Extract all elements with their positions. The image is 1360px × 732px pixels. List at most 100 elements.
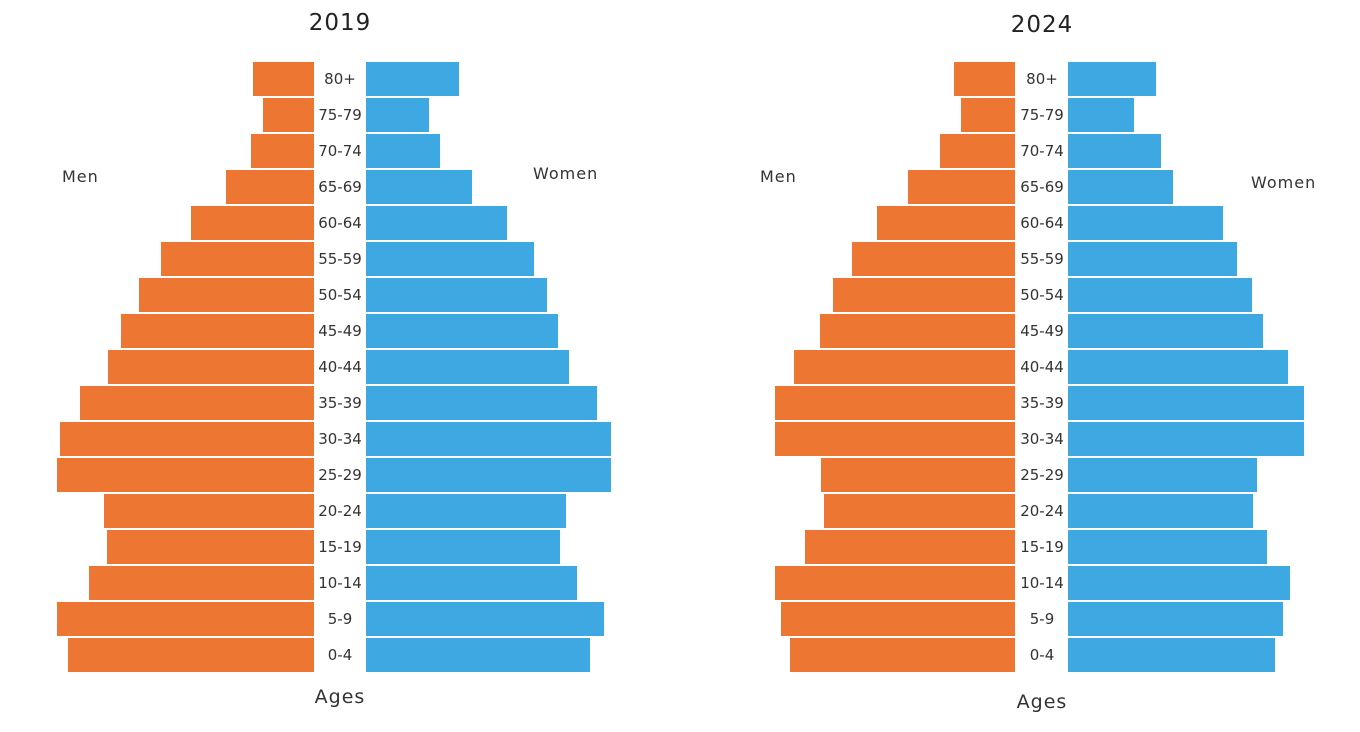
women-bar [366, 350, 569, 384]
age-tick-label: 15-19 [1020, 538, 1064, 556]
women-bar [1068, 62, 1156, 96]
women-bar [366, 494, 566, 528]
women-bar [1068, 530, 1267, 564]
age-tick-label: 65-69 [1020, 178, 1064, 196]
age-tick-label: 80+ [1026, 70, 1058, 88]
women-bar [1068, 458, 1257, 492]
men-bar [824, 494, 1015, 528]
men-bar [190, 206, 314, 240]
women-bar [366, 278, 547, 312]
women-bar [366, 422, 611, 456]
ages-axis-label: Ages [314, 686, 366, 708]
women-bar [1068, 386, 1304, 420]
women-bar [366, 242, 535, 276]
age-tick-label: 0-4 [327, 646, 353, 664]
men-bar [60, 422, 314, 456]
women-bar [366, 206, 507, 240]
women-bar [366, 386, 597, 420]
women-bar [1068, 350, 1289, 384]
women-bar [1068, 494, 1253, 528]
women-bar [1068, 314, 1263, 348]
age-tick-label: 70-74 [1020, 142, 1064, 160]
age-tick-label: 45-49 [318, 322, 362, 340]
women-bar [1068, 602, 1284, 636]
age-tick-label: 5-9 [1029, 610, 1055, 628]
men-bar [953, 62, 1015, 96]
men-bar [775, 566, 1015, 600]
women-bar [1068, 566, 1291, 600]
chart-title: 2019 [308, 10, 372, 36]
men-bar [775, 422, 1015, 456]
chart-title: 2024 [1010, 12, 1074, 38]
men-bar [263, 98, 314, 132]
age-tick-label: 75-79 [1020, 106, 1064, 124]
age-tick-label: 0-4 [1029, 646, 1055, 664]
women-bar [366, 602, 604, 636]
men-label: Men [62, 167, 99, 186]
women-bar [1068, 98, 1135, 132]
women-bar [1068, 170, 1174, 204]
women-bar [1068, 206, 1224, 240]
men-bar [781, 602, 1015, 636]
men-bar [88, 566, 314, 600]
men-bar [107, 350, 314, 384]
women-bar [1068, 278, 1252, 312]
women-label: Women [1251, 173, 1317, 192]
men-bar [103, 494, 314, 528]
age-tick-label: 40-44 [1020, 358, 1064, 376]
age-tick-label: 30-34 [318, 430, 362, 448]
age-tick-label: 80+ [324, 70, 356, 88]
age-tick-label: 45-49 [1020, 322, 1064, 340]
age-tick-label: 60-64 [1020, 214, 1064, 232]
men-bar [793, 350, 1015, 384]
age-tick-label: 50-54 [318, 286, 362, 304]
men-bar [161, 242, 314, 276]
men-bar [820, 314, 1015, 348]
age-tick-label: 10-14 [318, 574, 362, 592]
ages-axis-label: Ages [1016, 691, 1068, 713]
age-tick-label: 30-34 [1020, 430, 1064, 448]
women-bar [366, 458, 611, 492]
men-bar [877, 206, 1015, 240]
age-tick-label: 55-59 [1020, 250, 1064, 268]
age-tick-label: 40-44 [318, 358, 362, 376]
men-bar [250, 134, 314, 168]
men-bar [106, 530, 314, 564]
men-label: Men [760, 167, 797, 186]
age-tick-label: 15-19 [318, 538, 362, 556]
age-tick-label: 35-39 [318, 394, 362, 412]
age-tick-label: 20-24 [1020, 502, 1064, 520]
men-bar [56, 602, 314, 636]
women-bar [1068, 134, 1161, 168]
women-bar [366, 62, 459, 96]
men-bar [138, 278, 314, 312]
women-bar [366, 566, 578, 600]
age-tick-label: 55-59 [318, 250, 362, 268]
men-bar [833, 278, 1015, 312]
men-bar [804, 530, 1015, 564]
age-tick-label: 35-39 [1020, 394, 1064, 412]
women-bar [1068, 422, 1304, 456]
men-bar [68, 638, 314, 672]
age-tick-label: 65-69 [318, 178, 362, 196]
men-bar [821, 458, 1015, 492]
men-bar [907, 170, 1015, 204]
age-tick-label: 75-79 [318, 106, 362, 124]
age-tick-label: 60-64 [318, 214, 362, 232]
age-tick-label: 25-29 [318, 466, 362, 484]
women-bar [366, 314, 558, 348]
age-tick-label: 50-54 [1020, 286, 1064, 304]
men-bar [56, 458, 314, 492]
women-bar [1068, 638, 1276, 672]
age-tick-label: 20-24 [318, 502, 362, 520]
women-bar [1068, 242, 1238, 276]
women-bar [366, 530, 560, 564]
age-tick-label: 25-29 [1020, 466, 1064, 484]
women-bar [366, 170, 473, 204]
age-tick-label: 5-9 [327, 610, 353, 628]
men-bar [939, 134, 1015, 168]
men-bar [851, 242, 1015, 276]
